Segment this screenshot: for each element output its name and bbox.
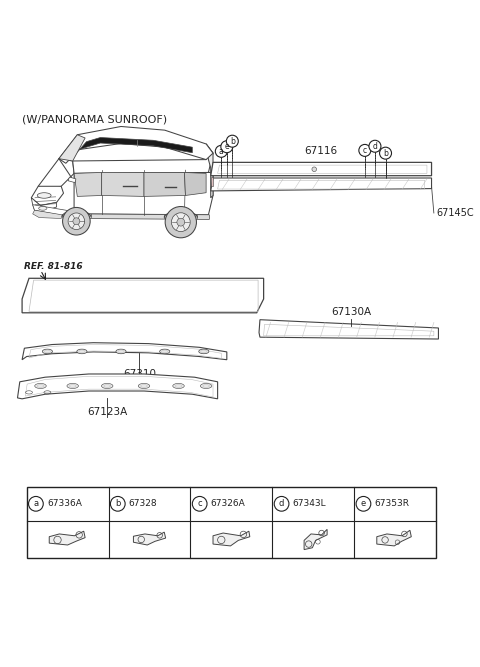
Polygon shape [74,173,213,215]
Circle shape [359,145,371,156]
Polygon shape [211,177,213,186]
Ellipse shape [37,193,51,198]
Text: 67123A: 67123A [87,408,127,418]
Text: e: e [361,500,366,508]
Polygon shape [22,278,264,313]
Polygon shape [17,374,217,399]
Text: 67328: 67328 [129,500,157,508]
Polygon shape [211,162,432,175]
Ellipse shape [35,384,46,388]
Polygon shape [22,343,227,360]
Polygon shape [206,144,213,198]
Ellipse shape [42,349,52,354]
Circle shape [369,140,381,152]
Polygon shape [377,530,411,546]
Circle shape [221,141,233,153]
Polygon shape [38,159,74,192]
Polygon shape [102,173,144,196]
Circle shape [177,218,185,226]
Ellipse shape [116,349,126,354]
Text: b: b [383,149,388,157]
Polygon shape [49,531,85,545]
Polygon shape [80,137,192,153]
Polygon shape [59,127,213,163]
Circle shape [216,145,227,157]
Ellipse shape [67,384,78,388]
Text: 67145C: 67145C [436,208,474,218]
Text: 67130A: 67130A [331,307,371,317]
Text: b: b [230,137,235,145]
Polygon shape [31,186,63,205]
Polygon shape [74,173,102,196]
Circle shape [312,167,316,171]
Polygon shape [68,177,76,183]
Text: c: c [197,500,202,508]
Circle shape [171,213,190,231]
Polygon shape [144,173,185,196]
Text: 67326A: 67326A [211,500,245,508]
Circle shape [227,135,238,147]
Ellipse shape [39,207,47,210]
Text: 67310: 67310 [123,369,156,379]
Ellipse shape [199,349,209,354]
Polygon shape [133,532,166,545]
Polygon shape [33,210,62,219]
Ellipse shape [138,384,150,388]
Polygon shape [75,213,209,219]
Text: 67343L: 67343L [293,500,326,508]
Circle shape [68,213,84,229]
Text: c: c [363,146,367,155]
Polygon shape [259,319,438,339]
Text: 67353R: 67353R [374,500,409,508]
Polygon shape [72,144,213,173]
Circle shape [73,218,80,225]
Circle shape [62,207,90,235]
Polygon shape [184,173,206,195]
Text: d: d [372,142,377,151]
Text: REF. 81-816: REF. 81-816 [24,262,83,271]
Ellipse shape [77,349,87,354]
Polygon shape [213,531,250,546]
Ellipse shape [101,384,113,388]
Circle shape [274,496,289,511]
Circle shape [380,147,392,159]
Text: 67336A: 67336A [47,500,82,508]
Text: (W/PANORAMA SUNROOF): (W/PANORAMA SUNROOF) [22,115,167,125]
Ellipse shape [173,384,184,388]
Circle shape [110,496,125,511]
Polygon shape [304,530,327,550]
Text: d: d [279,500,284,508]
Text: 67116: 67116 [305,146,338,156]
Polygon shape [31,198,57,211]
Polygon shape [33,205,75,219]
Ellipse shape [200,384,212,388]
Text: a: a [219,147,224,156]
Text: a: a [33,500,38,508]
Circle shape [28,496,43,511]
Circle shape [356,496,371,511]
Text: b: b [115,500,120,508]
Circle shape [192,496,207,511]
Polygon shape [211,178,432,191]
Ellipse shape [160,349,170,354]
Circle shape [165,207,196,238]
Text: e: e [225,142,229,151]
Polygon shape [59,135,85,161]
